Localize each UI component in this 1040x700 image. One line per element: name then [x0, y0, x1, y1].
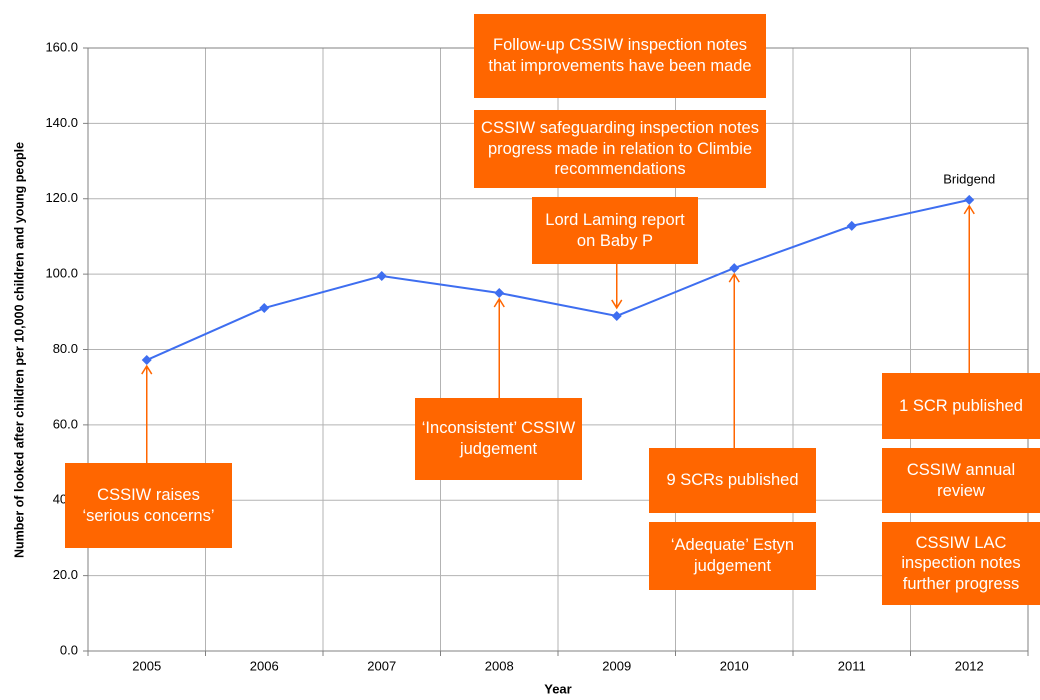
annotation-box: ‘Adequate’ Estyn judgement	[649, 522, 816, 590]
x-tick-label: 2012	[955, 658, 984, 673]
annotation-box: CSSIW LAC inspection notes further progr…	[882, 522, 1040, 605]
marker	[376, 271, 387, 282]
y-tick-label: 160.0	[45, 39, 78, 54]
series-line	[146, 198, 970, 361]
y-tick-label: 0.0	[60, 642, 78, 657]
marker	[729, 263, 740, 274]
marker	[259, 303, 270, 314]
x-tick-label: 2005	[132, 658, 161, 673]
annotation-arrowhead	[493, 297, 505, 308]
x-axis-title: Year	[544, 681, 571, 696]
annotation-arrowhead	[728, 272, 740, 283]
y-tick-label: 140.0	[45, 115, 78, 130]
annotation-box: CSSIW raises ‘serious concerns’	[65, 463, 232, 548]
marker	[964, 194, 975, 205]
marker	[611, 310, 622, 321]
x-tick-label: 2008	[485, 658, 514, 673]
annotation-box: 9 SCRs published	[649, 448, 816, 513]
annotation-box: 1 SCR published	[882, 373, 1040, 439]
y-tick-label: 120.0	[45, 190, 78, 205]
annotation-arrowhead	[611, 299, 623, 310]
series-label: Bridgend	[943, 171, 995, 186]
x-tick-label: 2010	[720, 658, 749, 673]
annotation-box: CSSIW annual review	[882, 448, 1040, 513]
annotation-arrowhead	[963, 204, 975, 215]
x-tick-label: 2009	[602, 658, 631, 673]
y-tick-label: 80.0	[53, 341, 78, 356]
marker	[494, 287, 505, 298]
annotation-box: CSSIW safeguarding inspection notes prog…	[474, 110, 766, 188]
y-tick-label: 100.0	[45, 266, 78, 281]
marker	[141, 355, 152, 366]
annotation-box: ‘Inconsistent’ CSSIW judgement	[415, 398, 582, 480]
y-tick-label: 20.0	[53, 567, 78, 582]
annotation-box: Follow-up CSSIW inspection notes that im…	[474, 14, 766, 98]
x-tick-label: 2011	[838, 658, 866, 673]
marker	[846, 220, 857, 231]
annotation-box: Lord Laming report on Baby P	[532, 197, 698, 264]
y-tick-label: 60.0	[53, 416, 78, 431]
y-axis-title: Number of looked after children per 10,0…	[12, 142, 26, 558]
annotation-arrowhead	[141, 364, 153, 375]
x-tick-label: 2007	[367, 658, 396, 673]
x-tick-label: 2006	[250, 658, 279, 673]
